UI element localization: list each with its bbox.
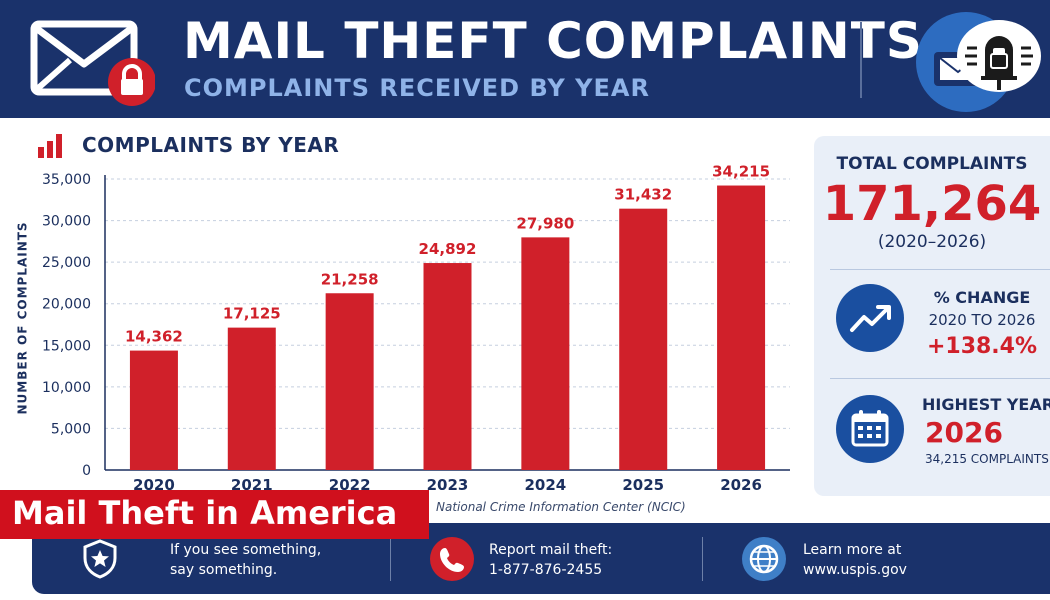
- stats-divider: [830, 269, 1050, 270]
- overlay-title: Mail Theft in America: [0, 490, 429, 539]
- source-note: National Crime Information Center (NCIC): [436, 500, 686, 514]
- total-complaints-label: TOTAL COMPLAINTS: [836, 154, 1028, 174]
- footer-divider: [702, 537, 703, 581]
- bar: [717, 185, 766, 470]
- bar: [619, 208, 668, 470]
- y-tick-label: 10,000: [42, 380, 91, 396]
- stats-divider: [830, 378, 1050, 379]
- y-axis-label: NUMBER OF COMPLAINTS: [15, 221, 30, 415]
- footer-text-line1: If you see something,: [170, 542, 322, 558]
- data-label: 17,125: [223, 305, 281, 323]
- report-phone-link[interactable]: 1-877-876-2455: [489, 562, 603, 578]
- x-tick-label: 2026: [720, 476, 762, 494]
- x-tick-label: 2022: [329, 476, 371, 494]
- y-tick-label: 0: [82, 463, 91, 479]
- bar: [325, 293, 374, 470]
- x-tick-label: 2021: [231, 476, 273, 494]
- footer-divider: [390, 537, 391, 581]
- envelope-lock-icon: [30, 20, 155, 106]
- highest-year-value: 2026: [925, 416, 1003, 449]
- x-tick-label: 2020: [133, 476, 175, 494]
- stats-panel: TOTAL COMPLAINTS 171,264 (2020–2026) % C…: [814, 136, 1050, 496]
- bar: [129, 350, 178, 470]
- y-tick-label: 35,000: [42, 172, 91, 188]
- x-tick-label: 2024: [524, 476, 566, 494]
- data-label: 31,432: [614, 186, 672, 204]
- globe-icon[interactable]: [742, 537, 786, 581]
- brand-logo: [957, 20, 1041, 92]
- total-complaints-range: (2020–2026): [877, 232, 987, 252]
- pct-change-value: +138.4%: [926, 334, 1038, 359]
- trending-up-icon: [836, 284, 904, 352]
- y-tick-label: 25,000: [42, 255, 91, 271]
- pct-change-label: % CHANGE: [933, 288, 1031, 307]
- header-divider: [860, 22, 862, 98]
- bar: [521, 237, 570, 470]
- chart-heading: COMPLAINTS BY YEAR: [82, 133, 340, 157]
- x-tick-label: 2023: [427, 476, 469, 494]
- y-tick-label: 20,000: [42, 297, 91, 313]
- pct-change-range: 2020 TO 2026: [928, 311, 1036, 329]
- footer-text-line2: say something.: [170, 562, 278, 578]
- data-label: 34,215: [712, 163, 770, 181]
- highest-year-label: HIGHEST YEAR: [922, 395, 1050, 414]
- learn-more-label: Learn more at: [803, 542, 902, 558]
- calendar-icon: [836, 395, 904, 463]
- bar: [227, 327, 276, 470]
- phone-icon[interactable]: [430, 537, 474, 581]
- data-label: 21,258: [321, 270, 379, 288]
- data-label: 14,362: [125, 328, 183, 346]
- y-tick-label: 30,000: [42, 214, 91, 230]
- website-link[interactable]: www.uspis.gov: [803, 562, 907, 578]
- data-label: 24,892: [419, 240, 477, 258]
- bar: [423, 263, 472, 470]
- shield-star-icon: [83, 539, 117, 579]
- y-tick-label: 15,000: [42, 338, 91, 354]
- highest-year-subtext: 34,215 COMPLAINTS: [925, 452, 1049, 466]
- data-label: 27,980: [516, 214, 574, 232]
- bar-chart-icon: [38, 134, 62, 158]
- page-title: MAIL THEFT COMPLAINTS: [183, 12, 923, 70]
- x-tick-label: 2025: [622, 476, 664, 494]
- header-banner: MAIL THEFT COMPLAINTS COMPLAINTS RECEIVE…: [0, 0, 1050, 118]
- page-subtitle: COMPLAINTS RECEIVED BY YEAR: [184, 74, 650, 102]
- report-label: Report mail theft:: [489, 542, 613, 558]
- y-tick-label: 5,000: [51, 421, 91, 437]
- bar-chart: 0 5,000 10,000 15,000 20,000 25,000 30,000 35,0…: [42, 163, 790, 494]
- total-complaints-value: 171,264: [822, 176, 1042, 232]
